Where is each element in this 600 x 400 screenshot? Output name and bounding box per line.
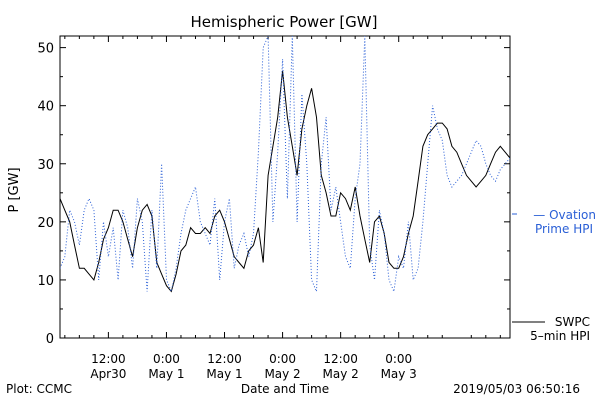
x-tick-label-time: 12:00	[207, 352, 242, 366]
footer-left: Plot: CCMC	[6, 382, 72, 396]
plot-frame	[59, 35, 511, 339]
x-tick-label-time: 12:00	[323, 352, 358, 366]
y-tick-label: 20	[37, 216, 54, 231]
series-line-ovation	[60, 36, 510, 294]
x-tick-label-time: 0:00	[269, 352, 296, 366]
y-tick-label: 0	[46, 332, 54, 347]
y-tick-label: 50	[37, 42, 54, 57]
x-tick-label-date: May 1	[206, 367, 242, 381]
y-axis-label: P [GW]	[7, 167, 22, 212]
y-tick-label: 40	[37, 100, 54, 115]
x-tick-label-date: Apr30	[90, 367, 126, 381]
legend-swpc-line2: 5–min HPI	[530, 329, 590, 343]
x-tick-label-date: May 3	[381, 367, 417, 381]
legend-swpc: SWPC 5–min HPI	[512, 315, 590, 343]
y-tick-label: 30	[37, 158, 54, 173]
x-tick-label-time: 0:00	[385, 352, 412, 366]
x-tick-label-time: 12:00	[91, 352, 126, 366]
legend-ovation-line1: — Ovation	[533, 208, 596, 222]
x-tick-label-time: 0:00	[153, 352, 180, 366]
series-line-swpc	[60, 70, 510, 293]
chart-title: Hemispheric Power [GW]	[191, 13, 378, 31]
legend-swpc-line1: SWPC	[555, 315, 590, 329]
footer-right: 2019/05/03 06:50:16	[453, 382, 580, 396]
y-tick-label: 10	[37, 274, 54, 289]
x-axis-label: Date and Time	[241, 382, 329, 396]
legend-ovation: — Ovation Prime HPI	[512, 208, 596, 236]
x-tick-label-date: May 1	[148, 367, 184, 381]
x-tick-label-date: May 2	[323, 367, 359, 381]
x-tick-label-date: May 2	[264, 367, 300, 381]
legend-ovation-line2: Prime HPI	[535, 222, 593, 236]
